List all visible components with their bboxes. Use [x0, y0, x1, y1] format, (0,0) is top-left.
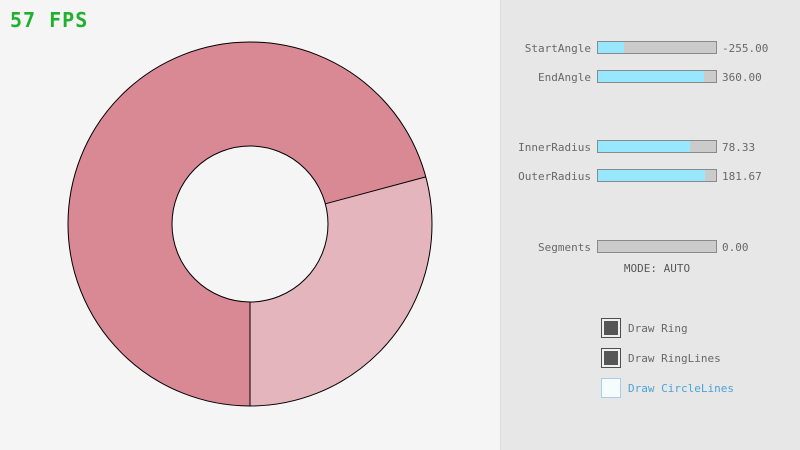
draw-ring-label: Draw Ring [628, 322, 688, 335]
draw-circlelines-checkbox[interactable] [601, 378, 621, 398]
render-canvas: 57 FPS [10, 8, 433, 407]
checkbox-row-draw-ring[interactable]: Draw Ring [601, 318, 791, 338]
ring-drawing [67, 41, 433, 407]
slider-fill [598, 71, 705, 82]
slider-fill [598, 170, 706, 181]
slider-outer-radius[interactable] [597, 169, 717, 182]
checkbox-row-draw-circlelines[interactable]: Draw CircleLines [601, 378, 791, 398]
slider-row-segments: Segments 0.00 [501, 240, 800, 254]
slider-value-segments: 0.00 [722, 241, 749, 254]
ring-dark-sector [68, 42, 426, 407]
slider-label-end-angle: EndAngle [538, 71, 591, 84]
draw-ringlines-checkbox[interactable] [601, 348, 621, 368]
slider-segments[interactable] [597, 240, 717, 253]
slider-value-start-angle: -255.00 [722, 42, 769, 55]
checkbox-check-mark [604, 321, 618, 335]
draw-circlelines-label: Draw CircleLines [628, 382, 734, 395]
slider-inner-radius[interactable] [597, 140, 717, 153]
slider-value-end-angle: 360.00 [722, 71, 762, 84]
slider-value-inner-radius: 78.33 [722, 141, 756, 154]
slider-label-inner-radius: InnerRadius [518, 141, 591, 154]
draw-ringlines-label: Draw RingLines [628, 352, 721, 365]
slider-fill [598, 141, 691, 152]
ring-hole [172, 146, 328, 302]
slider-fill [598, 42, 624, 53]
slider-row-outer-radius: OuterRadius 181.67 [501, 169, 800, 183]
checkbox-row-draw-ringlines[interactable]: Draw RingLines [601, 348, 791, 368]
slider-row-end-angle: EndAngle 360.00 [501, 70, 800, 84]
ring-line-upper-right [325, 176, 426, 205]
slider-start-angle[interactable] [597, 41, 717, 54]
slider-row-start-angle: StartAngle -255.00 [501, 41, 800, 55]
slider-label-start-angle: StartAngle [524, 42, 591, 55]
slider-label-segments: Segments [538, 241, 591, 254]
control-panel: StartAngle -255.00 EndAngle 360.00 Inner… [500, 0, 800, 450]
slider-value-outer-radius: 181.67 [722, 170, 762, 183]
slider-row-inner-radius: InnerRadius 78.33 [501, 140, 800, 154]
checkbox-check-mark [604, 381, 618, 395]
fps-counter: 57 FPS [10, 8, 89, 32]
slider-label-outer-radius: OuterRadius [518, 170, 591, 183]
checkbox-check-mark [604, 351, 618, 365]
slider-end-angle[interactable] [597, 70, 717, 83]
draw-ring-checkbox[interactable] [601, 318, 621, 338]
segments-mode-label: MODE: AUTO [623, 262, 691, 275]
